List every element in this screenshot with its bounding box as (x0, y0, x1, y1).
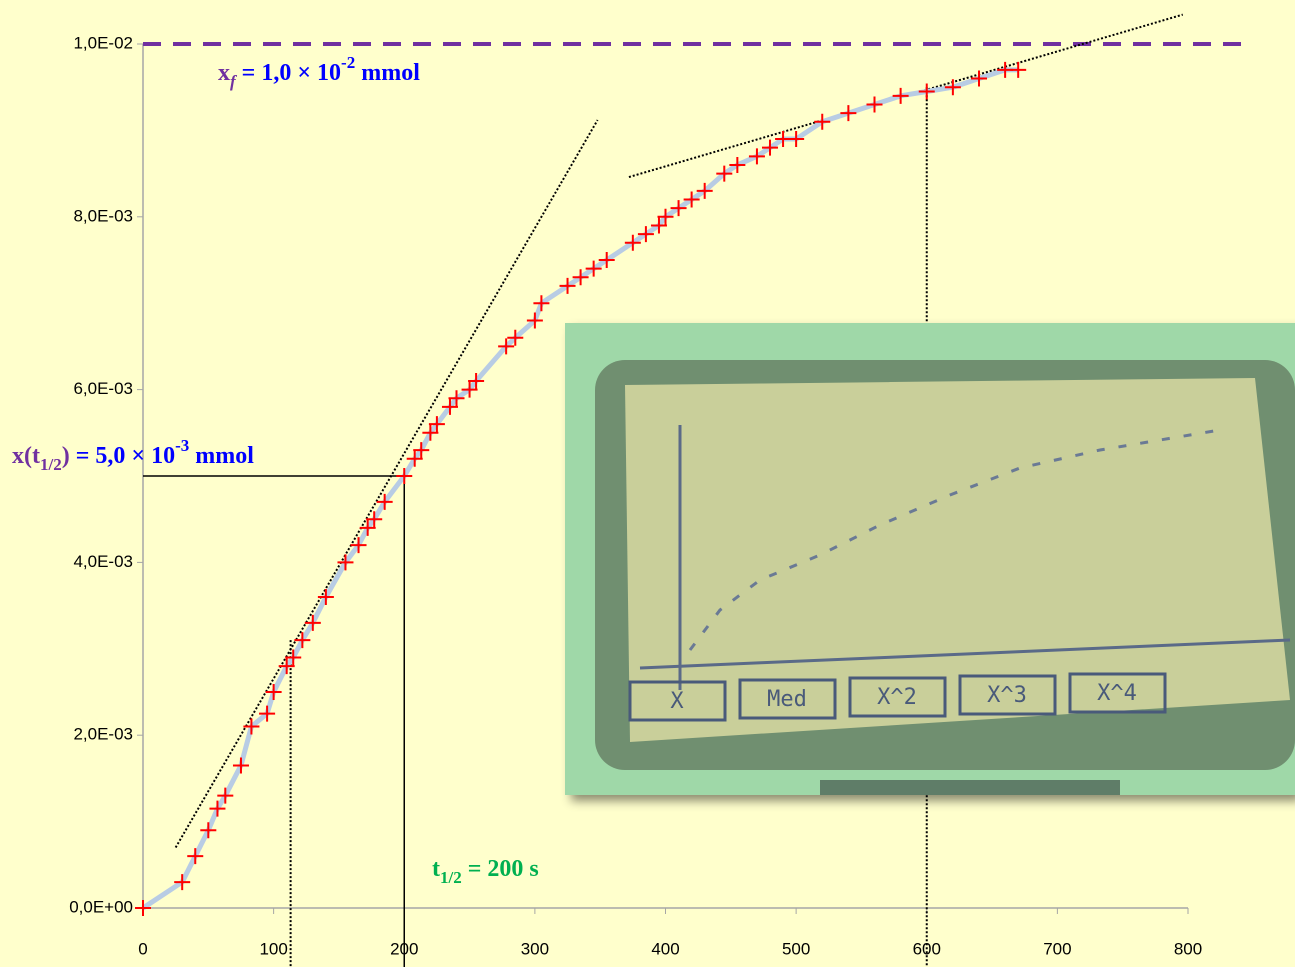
brand (820, 780, 1120, 795)
annotation-part: mmol (189, 443, 254, 469)
menu-label: X^2 (877, 685, 917, 710)
y-tick-label: 6,0E-03 (73, 379, 133, 398)
x-tick-label: 400 (651, 939, 679, 958)
x-tick-label: 500 (782, 939, 810, 958)
chart: 0,0E+00 2,0E-03 4,0E-03 6,0E-03 8,0E-03 1,0E-… (0, 0, 1295, 967)
annotation-part: x (218, 60, 230, 86)
half-life-lines (143, 476, 404, 967)
annotation-part: mmol (355, 60, 420, 86)
y-tick-label: 2,0E-03 (73, 725, 133, 744)
menu-label: X^3 (987, 683, 1027, 708)
annotation: t1/2 = 200 s (432, 856, 539, 887)
annotation-part: = 5,0 × 10 (70, 443, 175, 469)
data-point (893, 88, 909, 104)
calculator-photo: X Med X^2 X^3 X^4 (565, 323, 1295, 795)
annotation-part: 1/2 (40, 455, 62, 474)
annotation-part: 1/2 (440, 868, 462, 887)
y-tick-label: 1,0E-02 (73, 33, 133, 52)
menu-label: Med (767, 687, 807, 712)
annotation-part: = 1,0 × 10 (236, 60, 341, 86)
menu-label: X^4 (1097, 681, 1137, 706)
tangent (176, 120, 598, 847)
data-point (945, 79, 961, 95)
y-tick-label: 0,0E+00 (69, 897, 133, 916)
annotation-part: x(t (12, 443, 40, 469)
x-tick-label: 300 (521, 939, 549, 958)
annotation: xf = 1,0 × 10-2 mmol (218, 53, 420, 91)
annotation-part: = 200 s (462, 856, 539, 882)
annotation-part: -3 (175, 436, 189, 455)
data-point (867, 96, 883, 112)
y-tick-label: 4,0E-03 (73, 552, 133, 571)
x-tick-label: 800 (1174, 939, 1202, 958)
annotation: x(t1/2) = 5,0 × 10-3 mmol (12, 436, 254, 474)
data-point (971, 71, 987, 87)
data-point (840, 105, 856, 121)
annotation-part: -2 (341, 53, 355, 72)
annotation-part: ) (62, 443, 70, 469)
data-point (919, 84, 935, 100)
y-tick-label: 8,0E-03 (73, 206, 133, 225)
x-tick-label: 700 (1043, 939, 1071, 958)
data-point (1010, 62, 1026, 78)
x-tick-label: 100 (259, 939, 287, 958)
menu-label: X (670, 689, 684, 714)
x-tick-label: 0 (138, 939, 147, 958)
annotation-part: t (432, 856, 440, 882)
